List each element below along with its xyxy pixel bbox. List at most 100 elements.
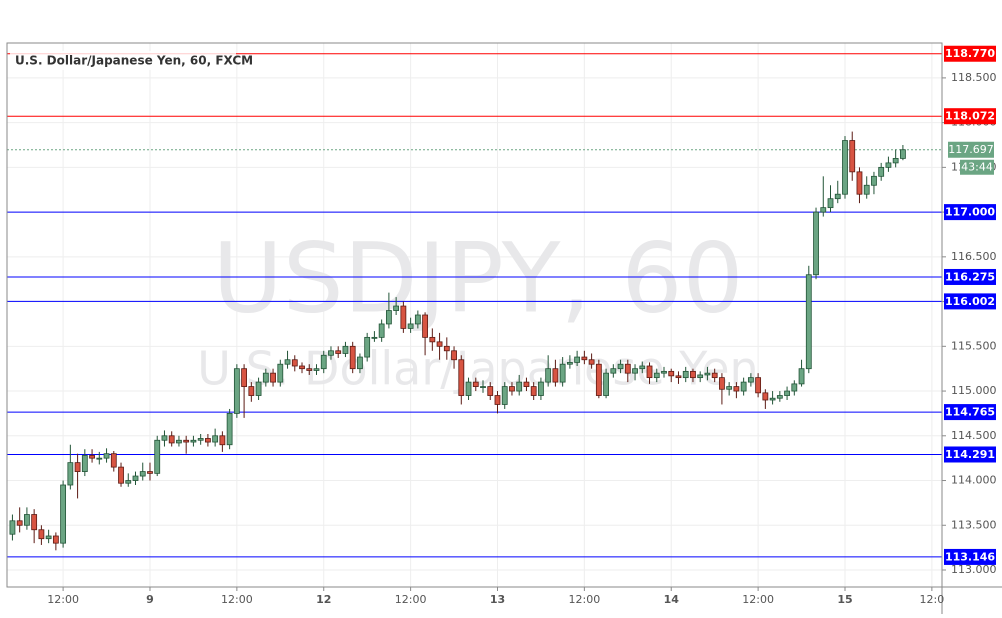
candle-body — [827, 198, 834, 209]
candle-body — [313, 368, 320, 371]
candle-body — [277, 363, 284, 383]
candle-body — [574, 356, 581, 363]
candle-body — [328, 350, 334, 356]
candle-body — [595, 363, 602, 396]
candle-body — [755, 377, 762, 394]
candle-body — [646, 365, 653, 379]
y-tick-label: 114.000 — [951, 474, 997, 487]
candle-body — [422, 314, 428, 338]
candle-body — [342, 345, 349, 354]
candle-body — [776, 395, 783, 399]
candle-body — [603, 372, 609, 396]
candle-body — [465, 381, 472, 396]
x-tick-label: 12:00 — [47, 593, 79, 606]
candle-body — [349, 345, 356, 370]
level-label: 114.291 — [945, 448, 995, 461]
candle-body — [711, 372, 718, 379]
level-label: 118.770 — [945, 47, 995, 60]
candle-body — [588, 359, 595, 365]
candle-body — [262, 372, 269, 383]
candle-body — [233, 368, 240, 414]
candle-body — [154, 439, 161, 474]
candle-body — [639, 365, 646, 370]
level-label-bg — [944, 268, 996, 285]
x-tick-label: 12 — [316, 593, 331, 606]
candle-body — [624, 363, 631, 374]
candle-body — [110, 453, 117, 468]
candle-body — [747, 377, 754, 383]
candle-body — [190, 439, 197, 443]
candle-body — [668, 370, 675, 377]
candle-body — [52, 535, 59, 544]
candle-body — [805, 274, 812, 370]
candle-body — [67, 462, 74, 486]
level-label: 118.072 — [945, 110, 995, 123]
candle-body — [393, 305, 400, 311]
candle-body — [682, 370, 689, 379]
y-tick-label: 113.500 — [951, 518, 997, 531]
candle-body — [610, 368, 617, 374]
candle-body — [378, 323, 385, 338]
candle-body — [168, 435, 175, 444]
candle-body — [24, 514, 30, 526]
candle-body — [552, 368, 559, 383]
candle-body — [81, 455, 88, 472]
candle-body — [523, 381, 530, 387]
candle-body — [472, 381, 479, 387]
candle-body — [96, 457, 103, 460]
level-label: 116.275 — [945, 270, 995, 283]
level-label: 114.765 — [945, 406, 995, 419]
candle-body — [769, 397, 776, 401]
candle-body — [820, 207, 827, 213]
candle-body — [762, 392, 769, 401]
x-tick-label: 12:0 — [920, 593, 945, 606]
x-tick-label: 13 — [490, 593, 505, 606]
x-tick-label: 14 — [664, 593, 680, 606]
y-tick-label: 113.000 — [951, 563, 997, 576]
candle-body — [798, 368, 805, 385]
candle-body — [733, 386, 740, 392]
candle-body — [813, 211, 819, 276]
candle-body — [197, 438, 204, 441]
candle-body — [161, 435, 168, 441]
level-label-bg — [944, 548, 996, 565]
level-label: 117.000 — [945, 206, 995, 219]
x-tick-label: 12:00 — [569, 593, 601, 606]
candle-body — [212, 435, 219, 443]
candle-body — [740, 381, 747, 392]
candle-body — [31, 514, 38, 531]
candle-body — [451, 350, 457, 361]
candle-body — [248, 386, 255, 396]
watermark: USDJPY, 60 — [212, 222, 743, 334]
candle-body — [791, 383, 798, 392]
level-label-bg — [944, 45, 996, 62]
candle-body — [270, 372, 276, 383]
candle-body — [38, 529, 45, 540]
candle-body — [675, 375, 682, 379]
candle-body — [89, 455, 95, 459]
candle-body — [690, 370, 696, 379]
candle-body — [241, 368, 247, 387]
candle-body — [125, 480, 132, 484]
x-tick-label: 12:00 — [395, 593, 427, 606]
candle-body — [697, 374, 704, 379]
candle-body — [704, 372, 711, 376]
candle-body — [892, 158, 899, 164]
last-price-bg — [948, 141, 994, 158]
candle-body — [291, 359, 298, 367]
candle-body — [509, 386, 515, 392]
candle-body — [60, 484, 67, 544]
candle-body — [335, 350, 342, 354]
candle-body — [487, 386, 494, 396]
candle-body — [566, 362, 573, 365]
candle-body — [357, 356, 363, 370]
title-bg — [10, 51, 236, 70]
candle-body — [176, 439, 182, 444]
candles — [9, 131, 906, 551]
level-label-bg — [944, 404, 996, 421]
candle-body — [205, 438, 211, 443]
candle-body — [226, 413, 233, 446]
candle-body — [458, 359, 465, 396]
candle-body — [436, 341, 443, 347]
